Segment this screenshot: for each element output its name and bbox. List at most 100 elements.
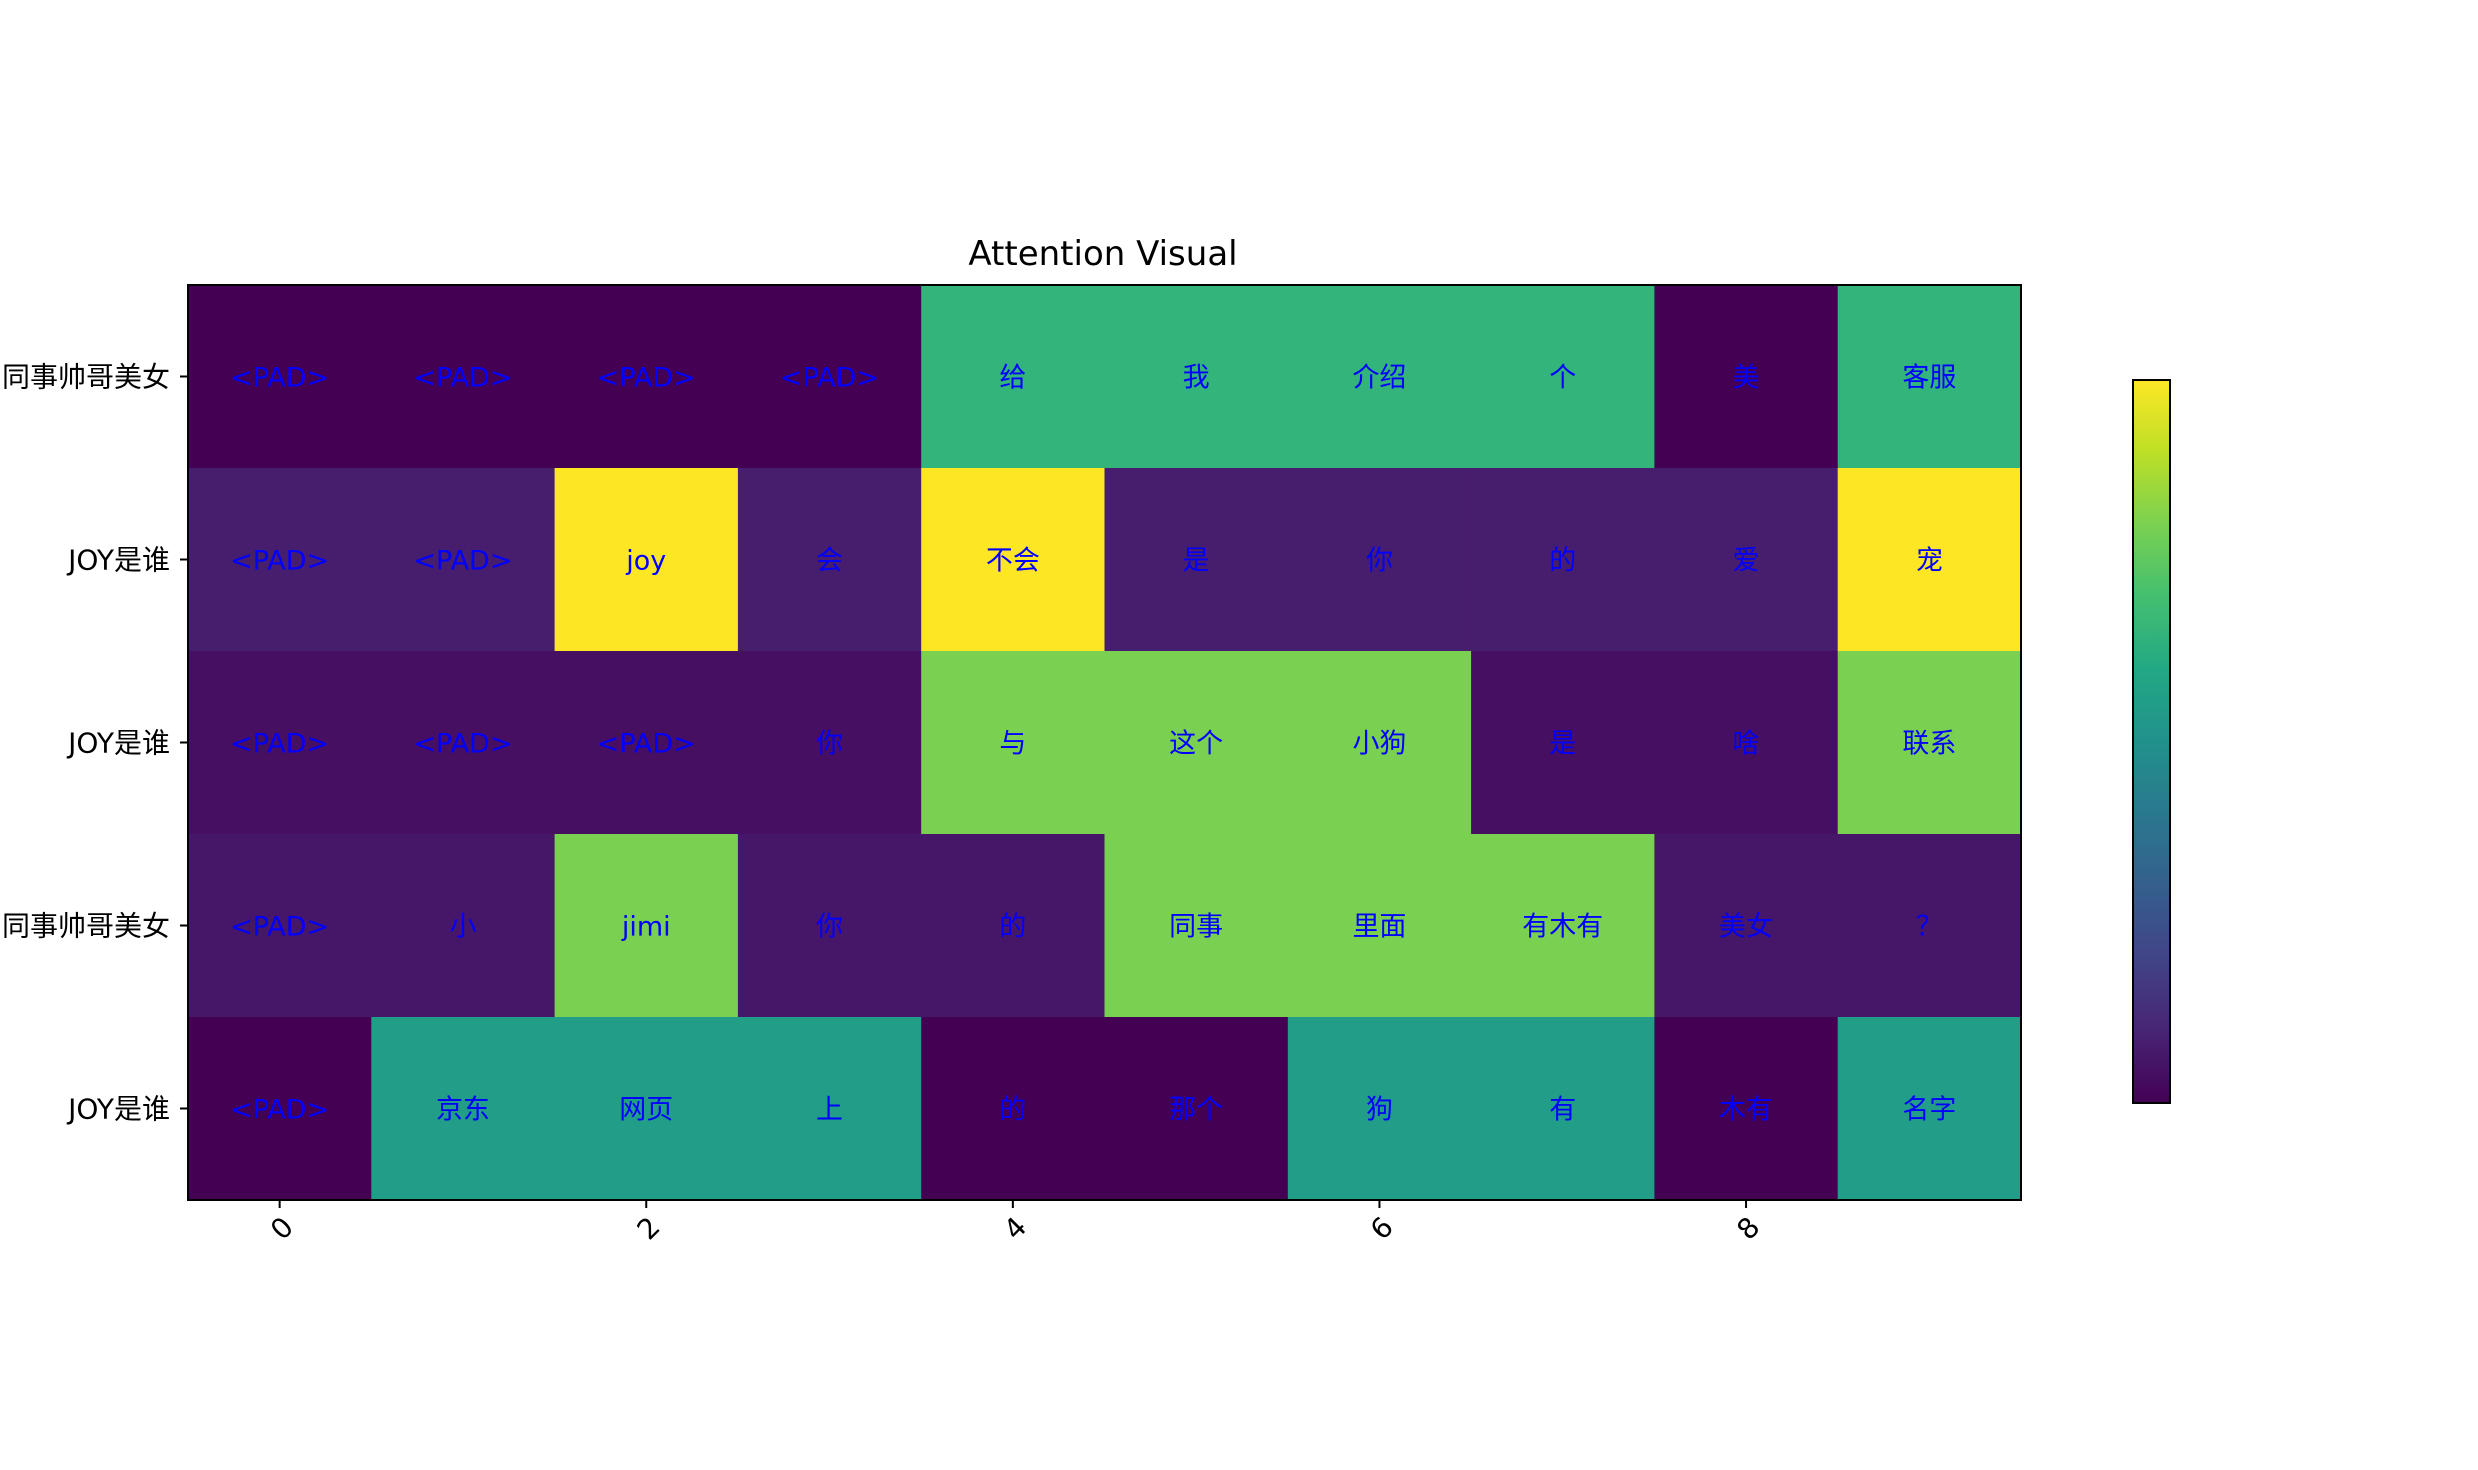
y-tick-label: 同事帅哥美女 [2, 361, 170, 394]
cell-token-label: jimi [621, 912, 671, 943]
cell-token-label: 美 [1733, 363, 1760, 394]
heatmap-cell [1104, 285, 1289, 469]
heatmap-cell [554, 651, 739, 835]
heatmap-cell [921, 468, 1106, 652]
heatmap-cell [554, 468, 739, 652]
cell-token-label: <PAD> [230, 546, 329, 577]
heatmap-cell [371, 468, 556, 652]
heatmap-cell [1837, 285, 2022, 469]
cell-token-label: 联系 [1902, 729, 1956, 760]
cell-token-label: 网页 [619, 1095, 673, 1126]
heatmap-cells [188, 285, 2022, 1201]
heatmap-cell [188, 834, 372, 1018]
heatmap-cell [1471, 285, 1655, 469]
cell-token-label: 会 [816, 546, 843, 577]
cell-token-label: 里面 [1352, 912, 1406, 943]
cell-token-label: 是 [1549, 729, 1576, 760]
cell-token-label: 宠 [1916, 546, 1943, 577]
heatmap-cell [1287, 834, 1472, 1018]
x-tick-label: 6 [1364, 1210, 1400, 1246]
cell-token-label: 这个 [1169, 729, 1223, 760]
heatmap-cell [1654, 468, 1839, 652]
cell-token-label: 啥 [1733, 729, 1760, 760]
cell-token-label: 与 [999, 729, 1026, 760]
cell-token-label: <PAD> [230, 1095, 329, 1126]
x-axis: 0 2 4 6 8 [264, 1200, 1766, 1246]
cell-token-label: 小 [449, 912, 476, 943]
cell-token-label: 有木有 [1522, 912, 1603, 943]
heatmap-cell [1837, 651, 2022, 835]
chart-title: Attention Visual [968, 234, 1237, 274]
heatmap-cell [554, 285, 739, 469]
cell-token-label: 介绍 [1352, 363, 1406, 394]
cell-token-label: joy [625, 546, 666, 577]
heatmap-cell [1287, 285, 1472, 469]
cell-token-label: 你 [816, 912, 843, 943]
cell-token-label: 名字 [1902, 1095, 1956, 1126]
heatmap-cell [1104, 1017, 1289, 1201]
heatmap-cell [921, 1017, 1106, 1201]
cell-token-label: <PAD> [413, 729, 512, 760]
cell-token-label: 的 [999, 912, 1026, 943]
y-tick-label: JOY是谁 [66, 544, 170, 577]
y-tick-label: 同事帅哥美女 [2, 910, 170, 943]
heatmap-cell [1471, 1017, 1655, 1201]
heatmap-cell [1654, 834, 1839, 1018]
heatmap-cell [1654, 651, 1839, 835]
cell-token-label: 小狗 [1352, 729, 1406, 760]
x-tick-label: 4 [997, 1210, 1033, 1246]
heatmap-cell [737, 468, 922, 652]
cell-token-label: 爱 [1733, 546, 1760, 577]
heatmap-cell [554, 834, 739, 1018]
heatmap-cell [921, 834, 1106, 1018]
cell-token-label: <PAD> [780, 363, 879, 394]
cell-token-label: 给 [999, 363, 1026, 394]
x-tick-label: 0 [264, 1210, 300, 1246]
heatmap-cell [371, 651, 556, 835]
heatmap-cell [1287, 651, 1472, 835]
heatmap-cell [188, 468, 372, 652]
cell-token-label: 的 [999, 1095, 1026, 1126]
heatmap-cell [1837, 834, 2022, 1018]
cell-token-label: 的 [1549, 546, 1576, 577]
heatmap-cell [371, 1017, 556, 1201]
x-tick-label: 2 [631, 1210, 667, 1246]
heatmap-cell [1287, 468, 1472, 652]
heatmap-cell [1471, 468, 1655, 652]
cell-token-label: 京东 [436, 1095, 490, 1126]
heatmap-cell [737, 1017, 922, 1201]
cell-token-label: 木有 [1719, 1095, 1773, 1126]
heatmap-cell [1104, 834, 1289, 1018]
cell-token-label: 上 [816, 1095, 843, 1126]
heatmap-cell [921, 651, 1106, 835]
heatmap-cell [1471, 651, 1655, 835]
cell-token-label: <PAD> [597, 363, 696, 394]
heatmap-cell [188, 1017, 372, 1201]
heatmap-cell [921, 285, 1106, 469]
heatmap-cell [737, 651, 922, 835]
heatmap-cell [1471, 834, 1655, 1018]
x-tick-label: 8 [1730, 1210, 1766, 1246]
cell-token-label: 不会 [986, 546, 1040, 577]
heatmap-cell [188, 285, 372, 469]
cell-token-label: <PAD> [413, 363, 512, 394]
cell-token-label: 有 [1549, 1095, 1576, 1126]
heatmap-cell [188, 651, 372, 835]
y-tick-label: JOY是谁 [66, 727, 170, 760]
heatmap-cell [1654, 285, 1839, 469]
cell-token-label: 狗 [1366, 1095, 1393, 1126]
cell-token-label: <PAD> [597, 729, 696, 760]
heatmap-cell-labels: <PAD> <PAD> <PAD> <PAD> 给 我 介绍 个 美 客服 <PAD> <PAD> jo… [230, 363, 1956, 1126]
heatmap-cell [554, 1017, 739, 1201]
cell-token-label: 同事 [1169, 912, 1223, 943]
cell-token-label: <PAD> [230, 363, 329, 394]
cell-token-label: <PAD> [413, 546, 512, 577]
cell-token-label: 个 [1549, 363, 1576, 394]
heatmap-cell [1287, 1017, 1472, 1201]
cell-token-label: 是 [1183, 546, 1210, 577]
heatmap-cell [1104, 651, 1289, 835]
heatmap-cell [371, 834, 556, 1018]
cell-token-label: 客服 [1902, 363, 1956, 394]
cell-token-label: 你 [816, 729, 843, 760]
